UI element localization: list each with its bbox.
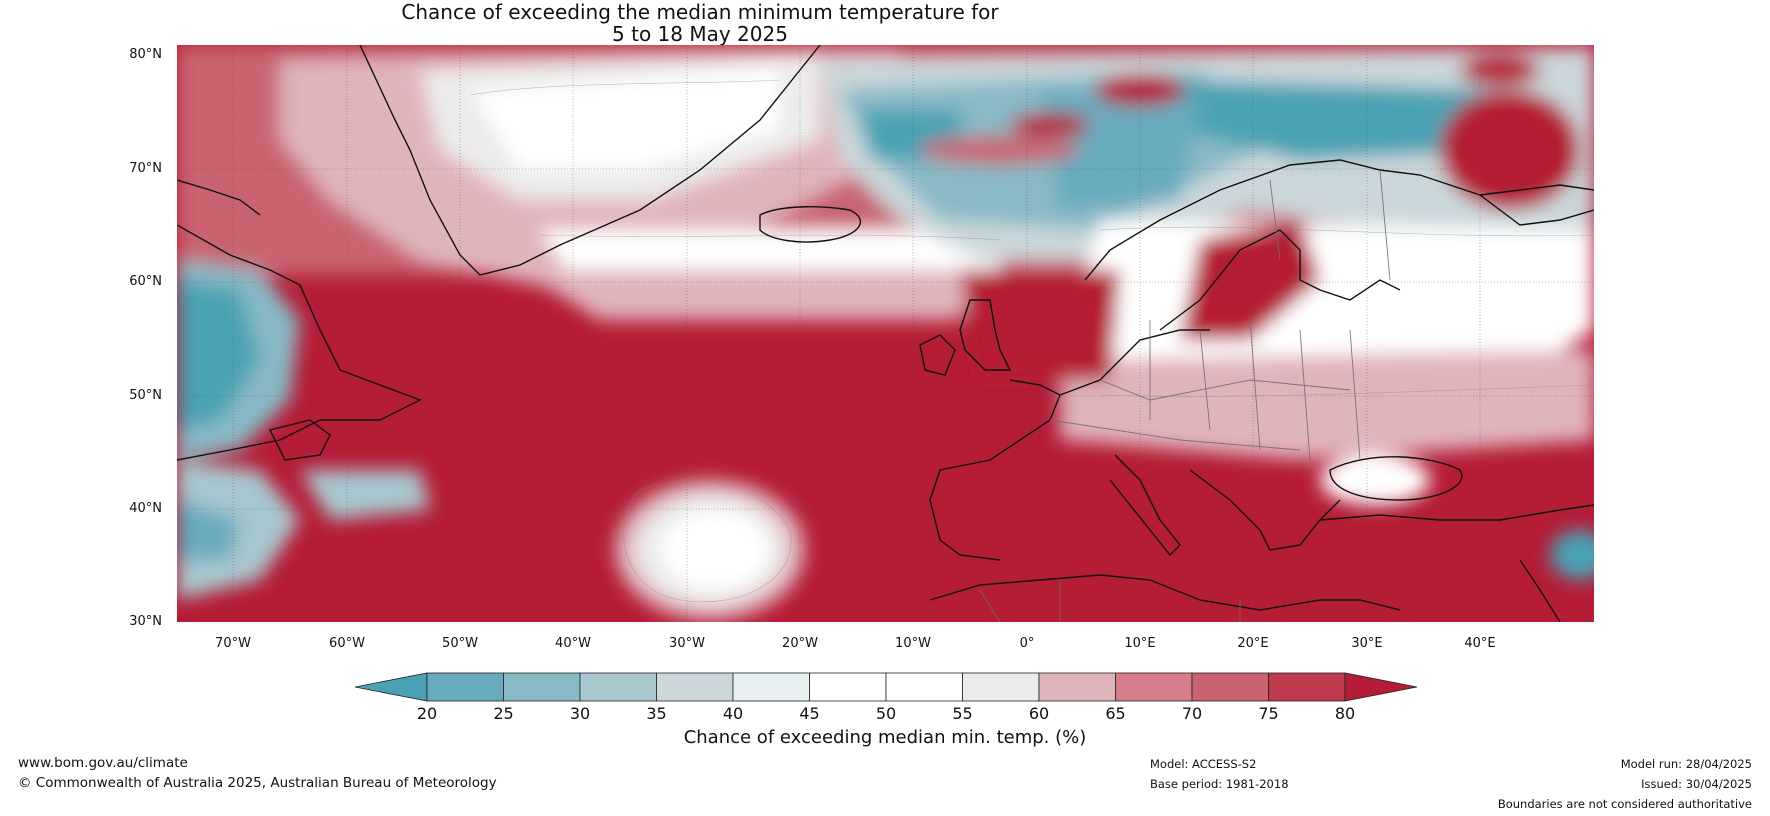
colorbar-tick-label: 45: [799, 704, 820, 723]
model-text: Model: ACCESS-S2: [1150, 757, 1257, 771]
colorbar-segment: [809, 672, 887, 702]
base-period-text: Base period: 1981-2018: [1150, 777, 1289, 791]
coastlines: [177, 45, 1594, 622]
colorbar-tick-label: 80: [1334, 704, 1356, 723]
colorbar-tick-label: 75: [1258, 704, 1279, 723]
lon-label-40e: 40°E: [1464, 636, 1496, 651]
colorbar-segment: [426, 672, 504, 702]
copyright-text: © Commonwealth of Australia 2025, Austra…: [18, 775, 497, 791]
colorbar-tick-label: 35: [646, 704, 667, 723]
colorbar-tick-label: 40: [722, 704, 744, 723]
model-run-text: Model run: 28/04/2025: [1620, 757, 1752, 771]
lon-label-60w: 60°W: [329, 636, 365, 651]
issued-text: Issued: 30/04/2025: [1641, 777, 1752, 791]
colorbar-segment: [1115, 672, 1193, 702]
lat-label-80n: 80°N: [129, 47, 162, 62]
colorbar-segment: [1268, 672, 1346, 702]
colorbar-tick-label: 20: [416, 704, 438, 723]
colorbar-tick-label: 60: [1028, 704, 1050, 723]
colorbar-tick-label: 55: [952, 704, 973, 723]
colorbar-tick-label: 50: [875, 704, 897, 723]
map-shading: [177, 45, 1594, 622]
lon-label-30e: 30°E: [1351, 636, 1383, 651]
colorbar-segment: [732, 672, 810, 702]
colorbar-segment: [503, 672, 581, 702]
lat-label-30n: 30°N: [129, 614, 162, 629]
lon-label-40w: 40°W: [555, 636, 591, 651]
lon-label-20w: 20°W: [782, 636, 818, 651]
colorbar-segment: [1038, 672, 1116, 702]
colorbar-tick-label: 25: [493, 704, 514, 723]
colorbar-label: Chance of exceeding median min. temp. (%…: [683, 727, 1087, 748]
lon-label-70w: 70°W: [215, 636, 251, 651]
colorbar-segment: [885, 672, 963, 702]
colorbar-segment: [656, 672, 734, 702]
map-title-line1: Chance of exceeding the median minimum t…: [401, 0, 999, 24]
colorbar-extend-low: [354, 672, 428, 702]
colorbar-tick-label: 70: [1181, 704, 1203, 723]
lat-label-40n: 40°N: [129, 501, 162, 516]
website-text: www.bom.gov.au/climate: [18, 755, 188, 771]
colorbar-segment: [1191, 672, 1269, 702]
lon-label-20e: 20°E: [1237, 636, 1269, 651]
lon-label-0: 0°: [1019, 636, 1035, 651]
map-title-line2: 5 to 18 May 2025: [612, 22, 788, 46]
colorbar-tick-label: 30: [569, 704, 591, 723]
colorbar-segment: [579, 672, 657, 702]
lat-label-60n: 60°N: [129, 274, 162, 289]
lon-label-10e: 10°E: [1124, 636, 1156, 651]
lon-label-50w: 50°W: [442, 636, 478, 651]
colorbar-segment: [962, 672, 1040, 702]
lat-label-50n: 50°N: [129, 388, 162, 403]
lon-label-10w: 10°W: [895, 636, 931, 651]
colorbar-tick-label: 65: [1105, 704, 1126, 723]
colorbar-extend-high: [1344, 672, 1418, 702]
lat-label-70n: 70°N: [129, 161, 162, 176]
disclaimer-text: Boundaries are not considered authoritat…: [1497, 797, 1752, 811]
lon-label-30w: 30°W: [669, 636, 705, 651]
